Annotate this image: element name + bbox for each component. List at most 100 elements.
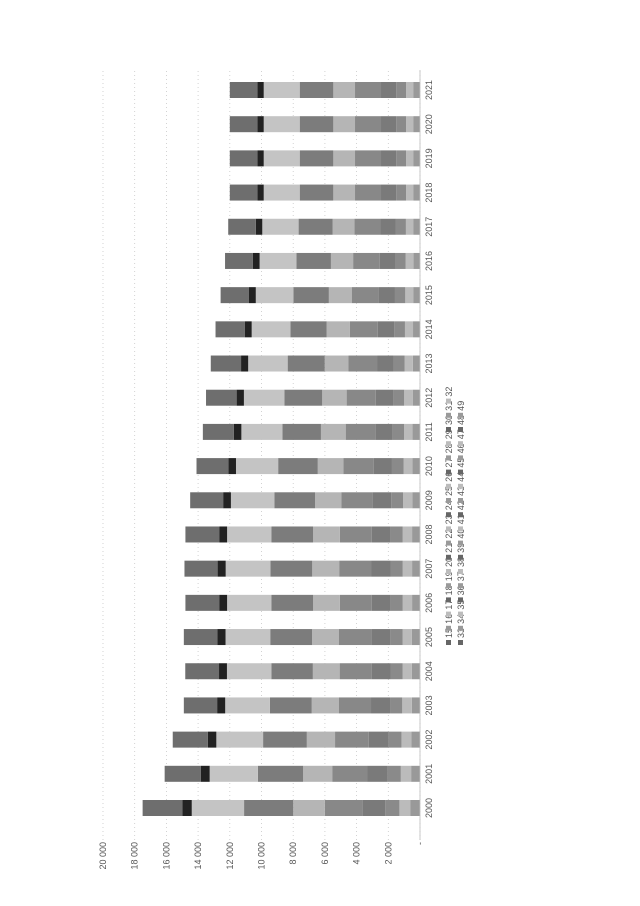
bar-segment (353, 252, 380, 269)
value-tick-label: - (415, 842, 425, 845)
category-label: 2005 (424, 627, 434, 647)
bar-segment (402, 560, 413, 577)
bar-segment (396, 184, 407, 201)
bar-segment (396, 116, 407, 133)
bar-segment (259, 252, 297, 269)
category-label: 2012 (424, 388, 434, 408)
bar-segment (413, 150, 420, 167)
category-label: 2018 (424, 183, 434, 203)
bar-segment (355, 82, 382, 98)
legend-label: 46 (456, 443, 466, 453)
legend-swatch (446, 441, 451, 447)
bar-segment (190, 492, 224, 509)
bar-segment (390, 629, 403, 646)
bar-segment (404, 321, 414, 338)
legend-label: 17 (444, 600, 454, 610)
category-label: 2004 (424, 661, 434, 681)
bar-segment (251, 321, 291, 338)
bar-segment (339, 560, 372, 577)
bar-segment (244, 800, 294, 816)
legend-swatch (446, 611, 451, 617)
bar-segment (368, 731, 389, 748)
legend-swatch (458, 512, 463, 518)
bar-segment (271, 594, 314, 611)
bar-segment (298, 218, 333, 235)
bar-segment (332, 765, 368, 782)
bar-segment (371, 697, 391, 714)
bar-segment (243, 389, 285, 406)
bar-segment (202, 423, 234, 440)
legend-label: 21 (444, 543, 454, 553)
value-tick-label: 20 000 (98, 842, 108, 870)
value-tick-label: 2 000 (383, 842, 393, 865)
value-tick-label: 12 000 (225, 842, 235, 870)
bar-segment (402, 697, 412, 714)
bar-segment (333, 184, 356, 201)
bar-segment (200, 765, 210, 782)
bar-segment (377, 321, 395, 338)
legend-swatch (458, 625, 463, 631)
category-label: 2009 (424, 490, 434, 510)
bar-segment (299, 82, 334, 98)
legend-swatch (446, 640, 451, 645)
legend-swatch (458, 526, 463, 532)
bar-segment (333, 82, 356, 98)
legend-label: 34 (456, 614, 466, 624)
bar-segment (315, 492, 342, 509)
legend: 15 16 17 18 19 20 21 22 23 24 25 26 27 28 29 30 31 32 33 34… (444, 387, 466, 645)
legend-label: 16 (444, 614, 454, 624)
bar-segment (225, 252, 253, 269)
category-label: 2019 (424, 148, 434, 168)
bar-segment (379, 252, 396, 269)
bar-segment (217, 629, 226, 646)
legend-swatch (446, 625, 451, 631)
bar-segment (405, 252, 414, 269)
bar-segment (269, 697, 312, 714)
bar-segment (400, 765, 412, 782)
bar-segment (233, 423, 242, 440)
bar-segment (406, 150, 414, 167)
legend-label: 38 (456, 557, 466, 567)
bar-segment (391, 458, 404, 475)
legend-label: 18 (444, 585, 454, 595)
legend-label: 39 (456, 543, 466, 553)
value-tick-label: 18 000 (130, 842, 140, 870)
category-label: 2007 (424, 559, 434, 579)
bar-segment (241, 355, 249, 372)
bar-segment (296, 252, 331, 269)
bar-segment (330, 252, 354, 269)
bar-segment (324, 800, 363, 816)
bar-segment (411, 765, 420, 782)
bar-segment (403, 423, 413, 440)
bar-segment (371, 594, 391, 611)
legend-swatch (458, 441, 463, 447)
bar-segment (271, 526, 314, 543)
bar-segment (391, 492, 404, 509)
category-label: 2016 (424, 251, 434, 271)
bar-segment (413, 218, 420, 235)
legend-label: 15 (444, 628, 454, 638)
legend-label: 47 (456, 429, 466, 439)
bar-segment (227, 526, 272, 543)
bar-segment (412, 594, 421, 611)
legend-label: 32 (444, 387, 454, 397)
bar-segment (252, 252, 260, 269)
bar-segment (215, 321, 245, 338)
legend-label: 44 (456, 472, 466, 482)
bar-segment (413, 252, 420, 269)
bar-segment (355, 116, 382, 133)
bar-segment (183, 629, 218, 646)
bar-segment (196, 458, 229, 475)
bar-segment (413, 287, 421, 304)
bar-segment (326, 321, 350, 338)
bar-segment (225, 560, 271, 577)
legend-label: 28 (444, 443, 454, 453)
bar-segment (395, 218, 406, 235)
bar-segment (406, 82, 414, 98)
bar-segment (394, 321, 405, 338)
legend-swatch (446, 583, 451, 589)
bar-segment (381, 184, 397, 201)
bar-segment (248, 355, 288, 372)
legend-label: 45 (456, 458, 466, 468)
legend-swatch (458, 611, 463, 617)
